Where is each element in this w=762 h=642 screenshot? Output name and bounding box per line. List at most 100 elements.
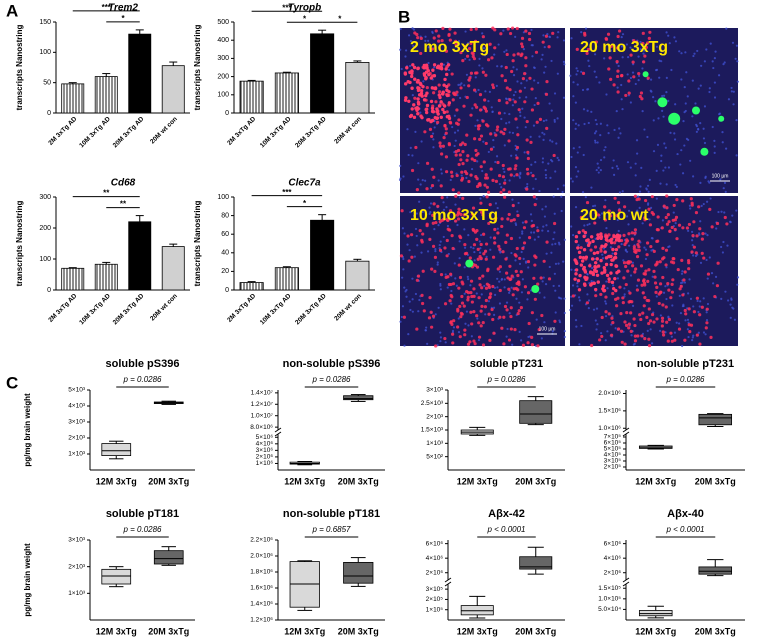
- neuron-dot: [425, 161, 430, 165]
- neuron-dot: [490, 307, 494, 312]
- nucleus-dot: [686, 318, 690, 321]
- neuron-dot: [483, 98, 487, 102]
- neuron-dot: [635, 40, 639, 44]
- nucleus-dot: [429, 186, 433, 189]
- nucleus-dot: [545, 119, 548, 122]
- nucleus-dot: [662, 115, 665, 118]
- nucleus-dot: [400, 315, 403, 319]
- nucleus-dot: [554, 311, 557, 314]
- x-tick-label: 20M 3xTg AD: [112, 292, 146, 326]
- nucleus-dot: [487, 300, 491, 303]
- neuron-dot: [450, 234, 454, 238]
- y-tick-label: 40: [221, 250, 229, 257]
- y-tick-label: 4×10⁶: [604, 555, 622, 562]
- neuron-dot: [432, 74, 437, 78]
- neuron-dot: [636, 334, 640, 338]
- neuron-dot: [637, 245, 641, 249]
- neuron-dot: [698, 313, 702, 317]
- neuron-dot: [467, 46, 472, 51]
- y-tick-label: 500: [217, 19, 229, 26]
- neuron-dot: [481, 343, 486, 347]
- nucleus-dot: [613, 128, 616, 132]
- neuron-dot: [647, 299, 651, 303]
- nucleus-dot: [458, 196, 461, 199]
- nucleus-dot: [590, 280, 593, 283]
- nucleus-dot: [534, 177, 537, 181]
- plaque-spot: [642, 71, 649, 78]
- neuron-dot: [621, 296, 625, 300]
- neuron-dot: [517, 309, 521, 313]
- neuron-dot: [472, 137, 477, 141]
- nucleus-dot: [620, 83, 623, 87]
- neuron-dot: [454, 219, 458, 223]
- nucleus-dot: [598, 81, 601, 84]
- nucleus-dot: [557, 31, 560, 34]
- neuron-dot: [498, 315, 502, 319]
- nucleus-dot: [544, 169, 547, 172]
- neuron-dot: [617, 29, 622, 33]
- y-tick-label: 1.0×10⁵: [598, 596, 621, 603]
- nucleus-dot: [572, 119, 575, 122]
- nucleus-dot: [480, 233, 483, 237]
- neuron-dot: [579, 263, 584, 267]
- neuron-dot: [535, 120, 539, 124]
- neuron-dot: [457, 191, 461, 195]
- nucleus-dot: [722, 240, 725, 244]
- neuron-dot: [460, 170, 464, 174]
- neuron-dot: [627, 91, 631, 95]
- neuron-dot: [425, 222, 429, 226]
- nucleus-dot: [586, 88, 590, 91]
- bar: [61, 267, 85, 291]
- neuron-dot: [583, 268, 587, 273]
- neuron-dot: [633, 194, 638, 198]
- image-background: [570, 28, 738, 193]
- axis-break: [622, 581, 630, 587]
- neuron-dot: [421, 84, 425, 89]
- neuron-dot: [598, 338, 602, 342]
- neuron-dot: [609, 44, 613, 48]
- nucleus-dot: [621, 56, 624, 59]
- neuron-dot: [639, 317, 643, 322]
- nucleus-dot: [648, 218, 651, 221]
- nucleus-dot: [405, 288, 408, 292]
- nucleus-dot: [662, 291, 666, 294]
- neuron-dot: [573, 258, 577, 262]
- nucleus-dot: [592, 204, 595, 208]
- neuron-dot: [436, 120, 440, 124]
- nucleus-dot: [570, 225, 573, 228]
- box: [519, 400, 553, 424]
- neuron-dot: [457, 207, 461, 211]
- nucleus-dot: [554, 170, 557, 173]
- neuron-dot: [472, 339, 476, 343]
- neuron-dot: [514, 269, 518, 273]
- nucleus-dot: [597, 171, 600, 174]
- neuron-dot: [486, 124, 490, 128]
- neuron-dot: [489, 292, 493, 296]
- nucleus-dot: [481, 32, 484, 35]
- neuron-dot: [483, 305, 487, 309]
- nucleus-dot: [493, 53, 496, 56]
- neuron-dot: [455, 173, 459, 178]
- nucleus-dot: [453, 114, 456, 117]
- nucleus-dot: [684, 102, 687, 105]
- neuron-dot: [439, 115, 443, 119]
- neuron-dot: [485, 185, 489, 189]
- nucleus-dot: [627, 244, 631, 247]
- neuron-dot: [422, 73, 427, 77]
- nucleus-dot: [523, 151, 526, 154]
- neuron-dot: [430, 106, 435, 111]
- nucleus-dot: [521, 221, 525, 224]
- significance-label: **: [120, 200, 127, 209]
- neuron-dot: [505, 52, 509, 57]
- nucleus-dot: [593, 70, 596, 73]
- nucleus-dot: [604, 300, 607, 303]
- nucleus-dot: [637, 55, 640, 58]
- nucleus-dot: [663, 142, 666, 145]
- neuron-dot: [526, 150, 530, 154]
- nucleus-dot: [447, 68, 451, 72]
- nucleus-dot: [560, 209, 563, 213]
- nucleus-dot: [544, 65, 547, 68]
- axis-break: [622, 577, 630, 583]
- neuron-dot: [647, 268, 651, 272]
